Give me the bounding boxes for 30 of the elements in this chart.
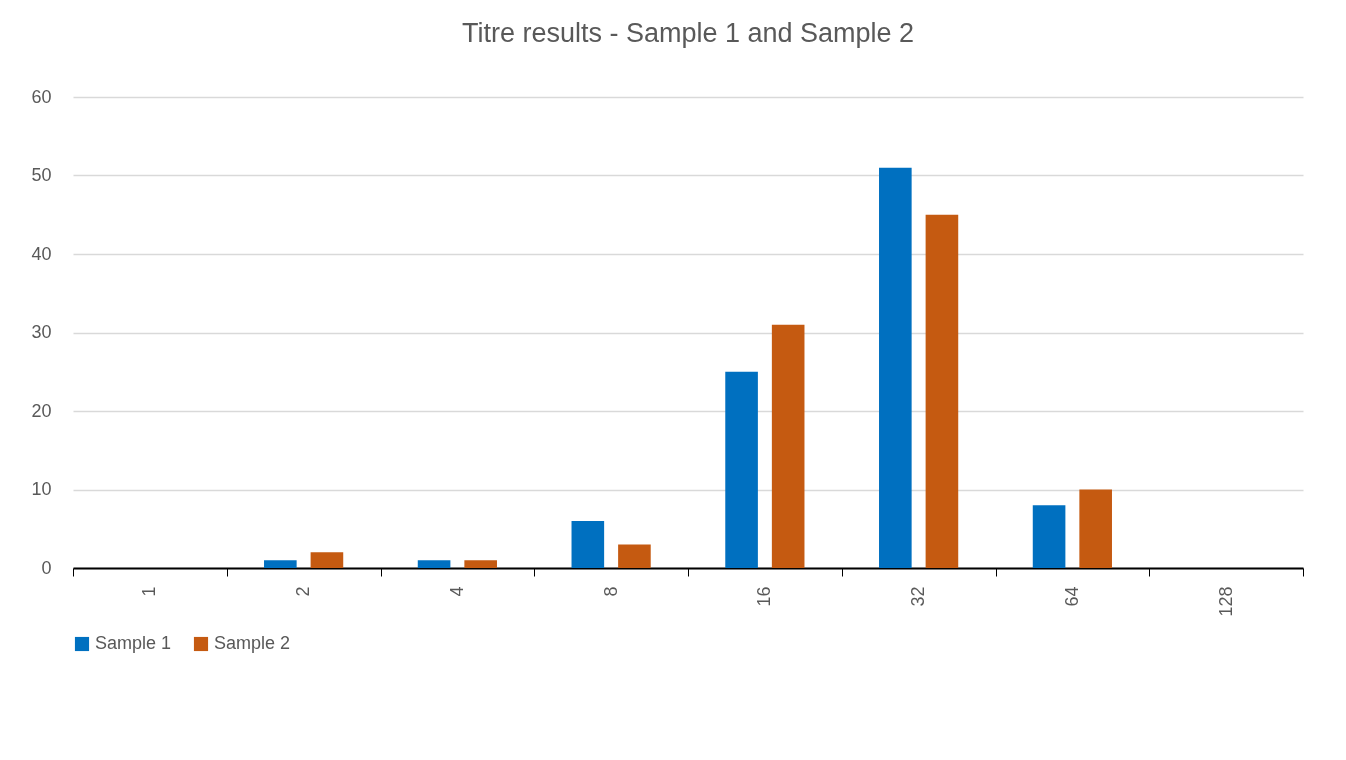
bar <box>1032 505 1066 568</box>
bar <box>464 560 497 568</box>
x-tick-label: 2 <box>293 586 314 597</box>
x-tick-label: 16 <box>754 586 775 607</box>
x-tick-label: 64 <box>1061 586 1082 607</box>
x-tick-label: 1 <box>139 586 160 597</box>
bar <box>725 371 758 568</box>
bar <box>879 167 912 568</box>
bar <box>417 560 451 568</box>
x-tick-label: 32 <box>908 586 929 607</box>
x-tick-label: 128 <box>1215 586 1236 617</box>
y-tick-label: 10 <box>31 479 52 499</box>
y-tick-label: 60 <box>31 86 52 107</box>
bar <box>571 520 605 568</box>
y-tick-label: 0 <box>41 557 52 578</box>
x-tick-label: 8 <box>600 586 621 597</box>
bar <box>310 552 344 568</box>
legend-label: Sample 1 <box>95 633 172 653</box>
bar <box>925 214 959 568</box>
bar <box>1079 489 1112 568</box>
y-tick-label: 50 <box>31 165 52 185</box>
chart-title: Titre results - Sample 1 and Sample 2 <box>461 18 915 48</box>
x-tick-label: 4 <box>446 586 467 597</box>
y-tick-label: 40 <box>31 243 52 264</box>
bar <box>618 544 651 568</box>
y-tick-label: 20 <box>31 400 52 421</box>
bar <box>264 560 297 568</box>
y-tick-label: 30 <box>31 322 52 342</box>
legend-label: Sample 2 <box>214 633 291 653</box>
bar <box>771 324 805 568</box>
